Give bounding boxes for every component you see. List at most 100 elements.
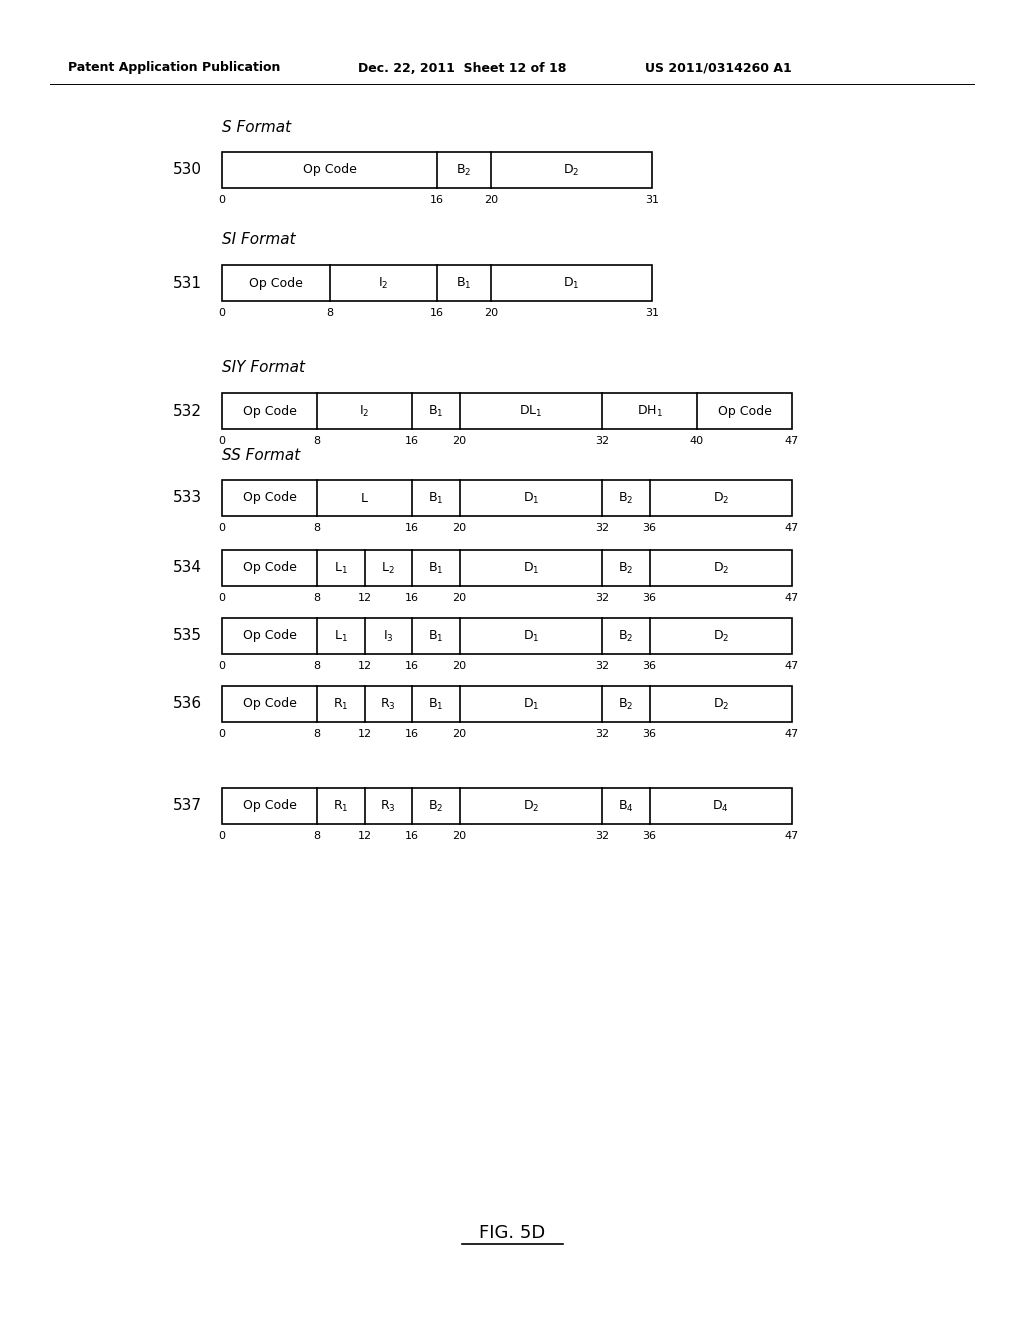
Text: I$_{2}$: I$_{2}$ bbox=[378, 276, 388, 290]
Text: B$_{2}$: B$_{2}$ bbox=[428, 799, 443, 813]
Text: 20: 20 bbox=[453, 832, 467, 841]
Text: 36: 36 bbox=[642, 593, 656, 603]
Text: Op Code: Op Code bbox=[718, 404, 771, 417]
Text: 32: 32 bbox=[595, 523, 609, 533]
Text: 31: 31 bbox=[645, 308, 659, 318]
Bar bbox=[222, 686, 792, 722]
Text: D$_{2}$: D$_{2}$ bbox=[563, 162, 580, 178]
Text: FIG. 5D: FIG. 5D bbox=[479, 1224, 545, 1242]
Text: 16: 16 bbox=[430, 308, 444, 318]
Text: 8: 8 bbox=[313, 832, 321, 841]
Text: 8: 8 bbox=[313, 593, 321, 603]
Text: L$_{1}$: L$_{1}$ bbox=[334, 628, 348, 644]
Text: D$_{1}$: D$_{1}$ bbox=[522, 628, 539, 644]
Text: 16: 16 bbox=[406, 593, 419, 603]
Text: 16: 16 bbox=[406, 523, 419, 533]
Text: 20: 20 bbox=[483, 195, 498, 205]
Text: 8: 8 bbox=[313, 523, 321, 533]
Text: 16: 16 bbox=[406, 729, 419, 739]
Text: B$_{1}$: B$_{1}$ bbox=[428, 404, 443, 418]
Text: 36: 36 bbox=[642, 729, 656, 739]
Text: Op Code: Op Code bbox=[243, 630, 296, 643]
Text: 8: 8 bbox=[326, 308, 333, 318]
Text: 32: 32 bbox=[595, 729, 609, 739]
Text: 12: 12 bbox=[357, 661, 372, 671]
Text: 534: 534 bbox=[173, 561, 202, 576]
Text: 12: 12 bbox=[357, 593, 372, 603]
Text: US 2011/0314260 A1: US 2011/0314260 A1 bbox=[645, 62, 792, 74]
Text: L: L bbox=[361, 491, 368, 504]
Text: 532: 532 bbox=[173, 404, 202, 418]
Text: D$_{2}$: D$_{2}$ bbox=[713, 697, 729, 711]
Text: Op Code: Op Code bbox=[249, 276, 303, 289]
Text: B$_{1}$: B$_{1}$ bbox=[428, 628, 443, 644]
Text: 530: 530 bbox=[173, 162, 202, 177]
Text: Op Code: Op Code bbox=[243, 561, 296, 574]
Text: 20: 20 bbox=[453, 661, 467, 671]
Text: L$_{1}$: L$_{1}$ bbox=[334, 561, 348, 576]
Text: D$_{2}$: D$_{2}$ bbox=[713, 491, 729, 506]
Text: 8: 8 bbox=[313, 436, 321, 446]
Text: 20: 20 bbox=[453, 593, 467, 603]
Text: D$_{1}$: D$_{1}$ bbox=[522, 491, 539, 506]
Text: Op Code: Op Code bbox=[243, 404, 296, 417]
Text: R$_{3}$: R$_{3}$ bbox=[380, 799, 396, 813]
Text: 16: 16 bbox=[406, 661, 419, 671]
Text: R$_{3}$: R$_{3}$ bbox=[380, 697, 396, 711]
Text: B$_{2}$: B$_{2}$ bbox=[618, 491, 634, 506]
Text: B$_{4}$: B$_{4}$ bbox=[617, 799, 634, 813]
Bar bbox=[222, 265, 652, 301]
Text: S Format: S Format bbox=[222, 120, 291, 135]
Text: 531: 531 bbox=[173, 276, 202, 290]
Text: D$_{2}$: D$_{2}$ bbox=[713, 561, 729, 576]
Text: D$_{1}$: D$_{1}$ bbox=[522, 561, 539, 576]
Text: 8: 8 bbox=[313, 661, 321, 671]
Text: 20: 20 bbox=[483, 308, 498, 318]
Text: 47: 47 bbox=[784, 661, 799, 671]
Bar bbox=[222, 618, 792, 653]
Text: 0: 0 bbox=[218, 436, 225, 446]
Text: 47: 47 bbox=[784, 832, 799, 841]
Bar bbox=[222, 152, 652, 187]
Text: 0: 0 bbox=[218, 195, 225, 205]
Text: L$_{2}$: L$_{2}$ bbox=[381, 561, 395, 576]
Text: 0: 0 bbox=[218, 523, 225, 533]
Text: D$_{1}$: D$_{1}$ bbox=[563, 276, 580, 290]
Text: SI Format: SI Format bbox=[222, 232, 296, 248]
Text: DH$_{1}$: DH$_{1}$ bbox=[637, 404, 663, 418]
Text: Patent Application Publication: Patent Application Publication bbox=[68, 62, 281, 74]
Text: 47: 47 bbox=[784, 729, 799, 739]
Text: 36: 36 bbox=[642, 832, 656, 841]
Text: 36: 36 bbox=[642, 661, 656, 671]
Text: B$_{2}$: B$_{2}$ bbox=[618, 561, 634, 576]
Text: Op Code: Op Code bbox=[243, 800, 296, 813]
Text: B$_{2}$: B$_{2}$ bbox=[618, 697, 634, 711]
Text: 0: 0 bbox=[218, 661, 225, 671]
Text: I$_{3}$: I$_{3}$ bbox=[383, 628, 393, 644]
Text: B$_{1}$: B$_{1}$ bbox=[428, 561, 443, 576]
Text: Op Code: Op Code bbox=[243, 697, 296, 710]
Text: 20: 20 bbox=[453, 729, 467, 739]
Text: SIY Format: SIY Format bbox=[222, 360, 305, 375]
Text: 36: 36 bbox=[642, 523, 656, 533]
Text: B$_{1}$: B$_{1}$ bbox=[456, 276, 472, 290]
Text: 16: 16 bbox=[406, 832, 419, 841]
Bar bbox=[222, 393, 792, 429]
Text: R$_{1}$: R$_{1}$ bbox=[333, 799, 348, 813]
Text: DL$_{1}$: DL$_{1}$ bbox=[519, 404, 543, 418]
Text: D$_{2}$: D$_{2}$ bbox=[522, 799, 539, 813]
Text: D$_{1}$: D$_{1}$ bbox=[522, 697, 539, 711]
Text: 47: 47 bbox=[784, 523, 799, 533]
Text: D$_{4}$: D$_{4}$ bbox=[713, 799, 729, 813]
Text: 0: 0 bbox=[218, 832, 225, 841]
Bar bbox=[222, 788, 792, 824]
Text: 16: 16 bbox=[406, 436, 419, 446]
Text: 533: 533 bbox=[173, 491, 202, 506]
Text: Op Code: Op Code bbox=[302, 164, 356, 177]
Text: B$_{1}$: B$_{1}$ bbox=[428, 491, 443, 506]
Text: Dec. 22, 2011  Sheet 12 of 18: Dec. 22, 2011 Sheet 12 of 18 bbox=[358, 62, 566, 74]
Text: Op Code: Op Code bbox=[243, 491, 296, 504]
Text: 0: 0 bbox=[218, 729, 225, 739]
Text: I$_{2}$: I$_{2}$ bbox=[359, 404, 370, 418]
Text: 20: 20 bbox=[453, 436, 467, 446]
